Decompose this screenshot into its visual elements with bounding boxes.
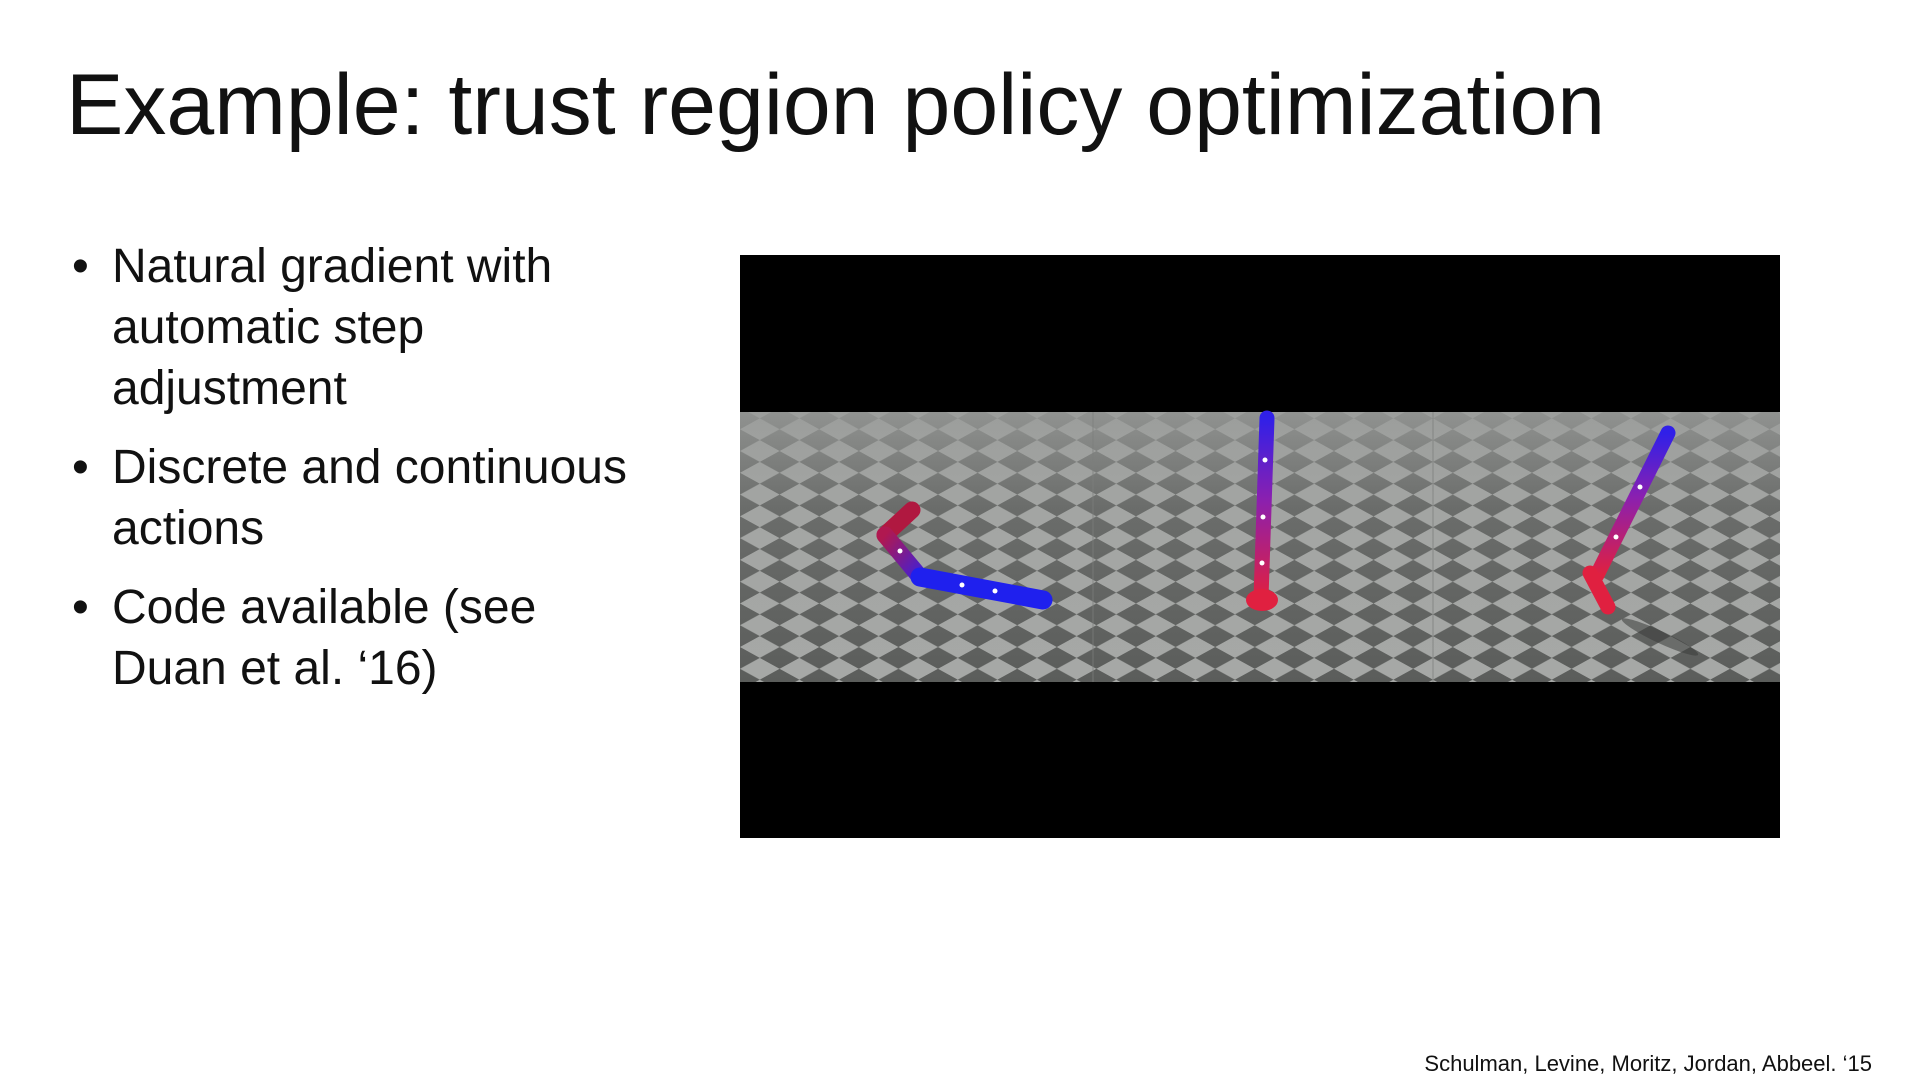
bullet-list: • Natural gradient with automatic step a… (72, 236, 652, 717)
video-frame[interactable] (740, 255, 1780, 838)
robot-swimmer (876, 501, 1053, 610)
bullet-text: Code available (see Duan et al. ‘16) (112, 581, 537, 695)
bullet-icon: • (72, 240, 89, 293)
bullet-item-natural-gradient: • Natural gradient with automatic step a… (72, 236, 652, 419)
bullet-item-code: • Code available (see Duan et al. ‘16) (72, 577, 652, 699)
robot-simulation-video (740, 410, 1780, 682)
robot-hopper-leaning (1582, 425, 1699, 656)
bullet-icon: • (72, 441, 89, 494)
bullet-icon: • (72, 581, 89, 634)
bullet-text: Natural gradient with automatic step adj… (112, 240, 553, 415)
robot-hopper-upright (1246, 410, 1278, 611)
slide-title: Example: trust region policy optimizatio… (66, 57, 1606, 153)
bullet-item-actions: • Discrete and continuous actions (72, 437, 652, 559)
bullet-text: Discrete and continuous actions (112, 441, 627, 555)
citation: Schulman, Levine, Moritz, Jordan, Abbeel… (1424, 1051, 1872, 1076)
